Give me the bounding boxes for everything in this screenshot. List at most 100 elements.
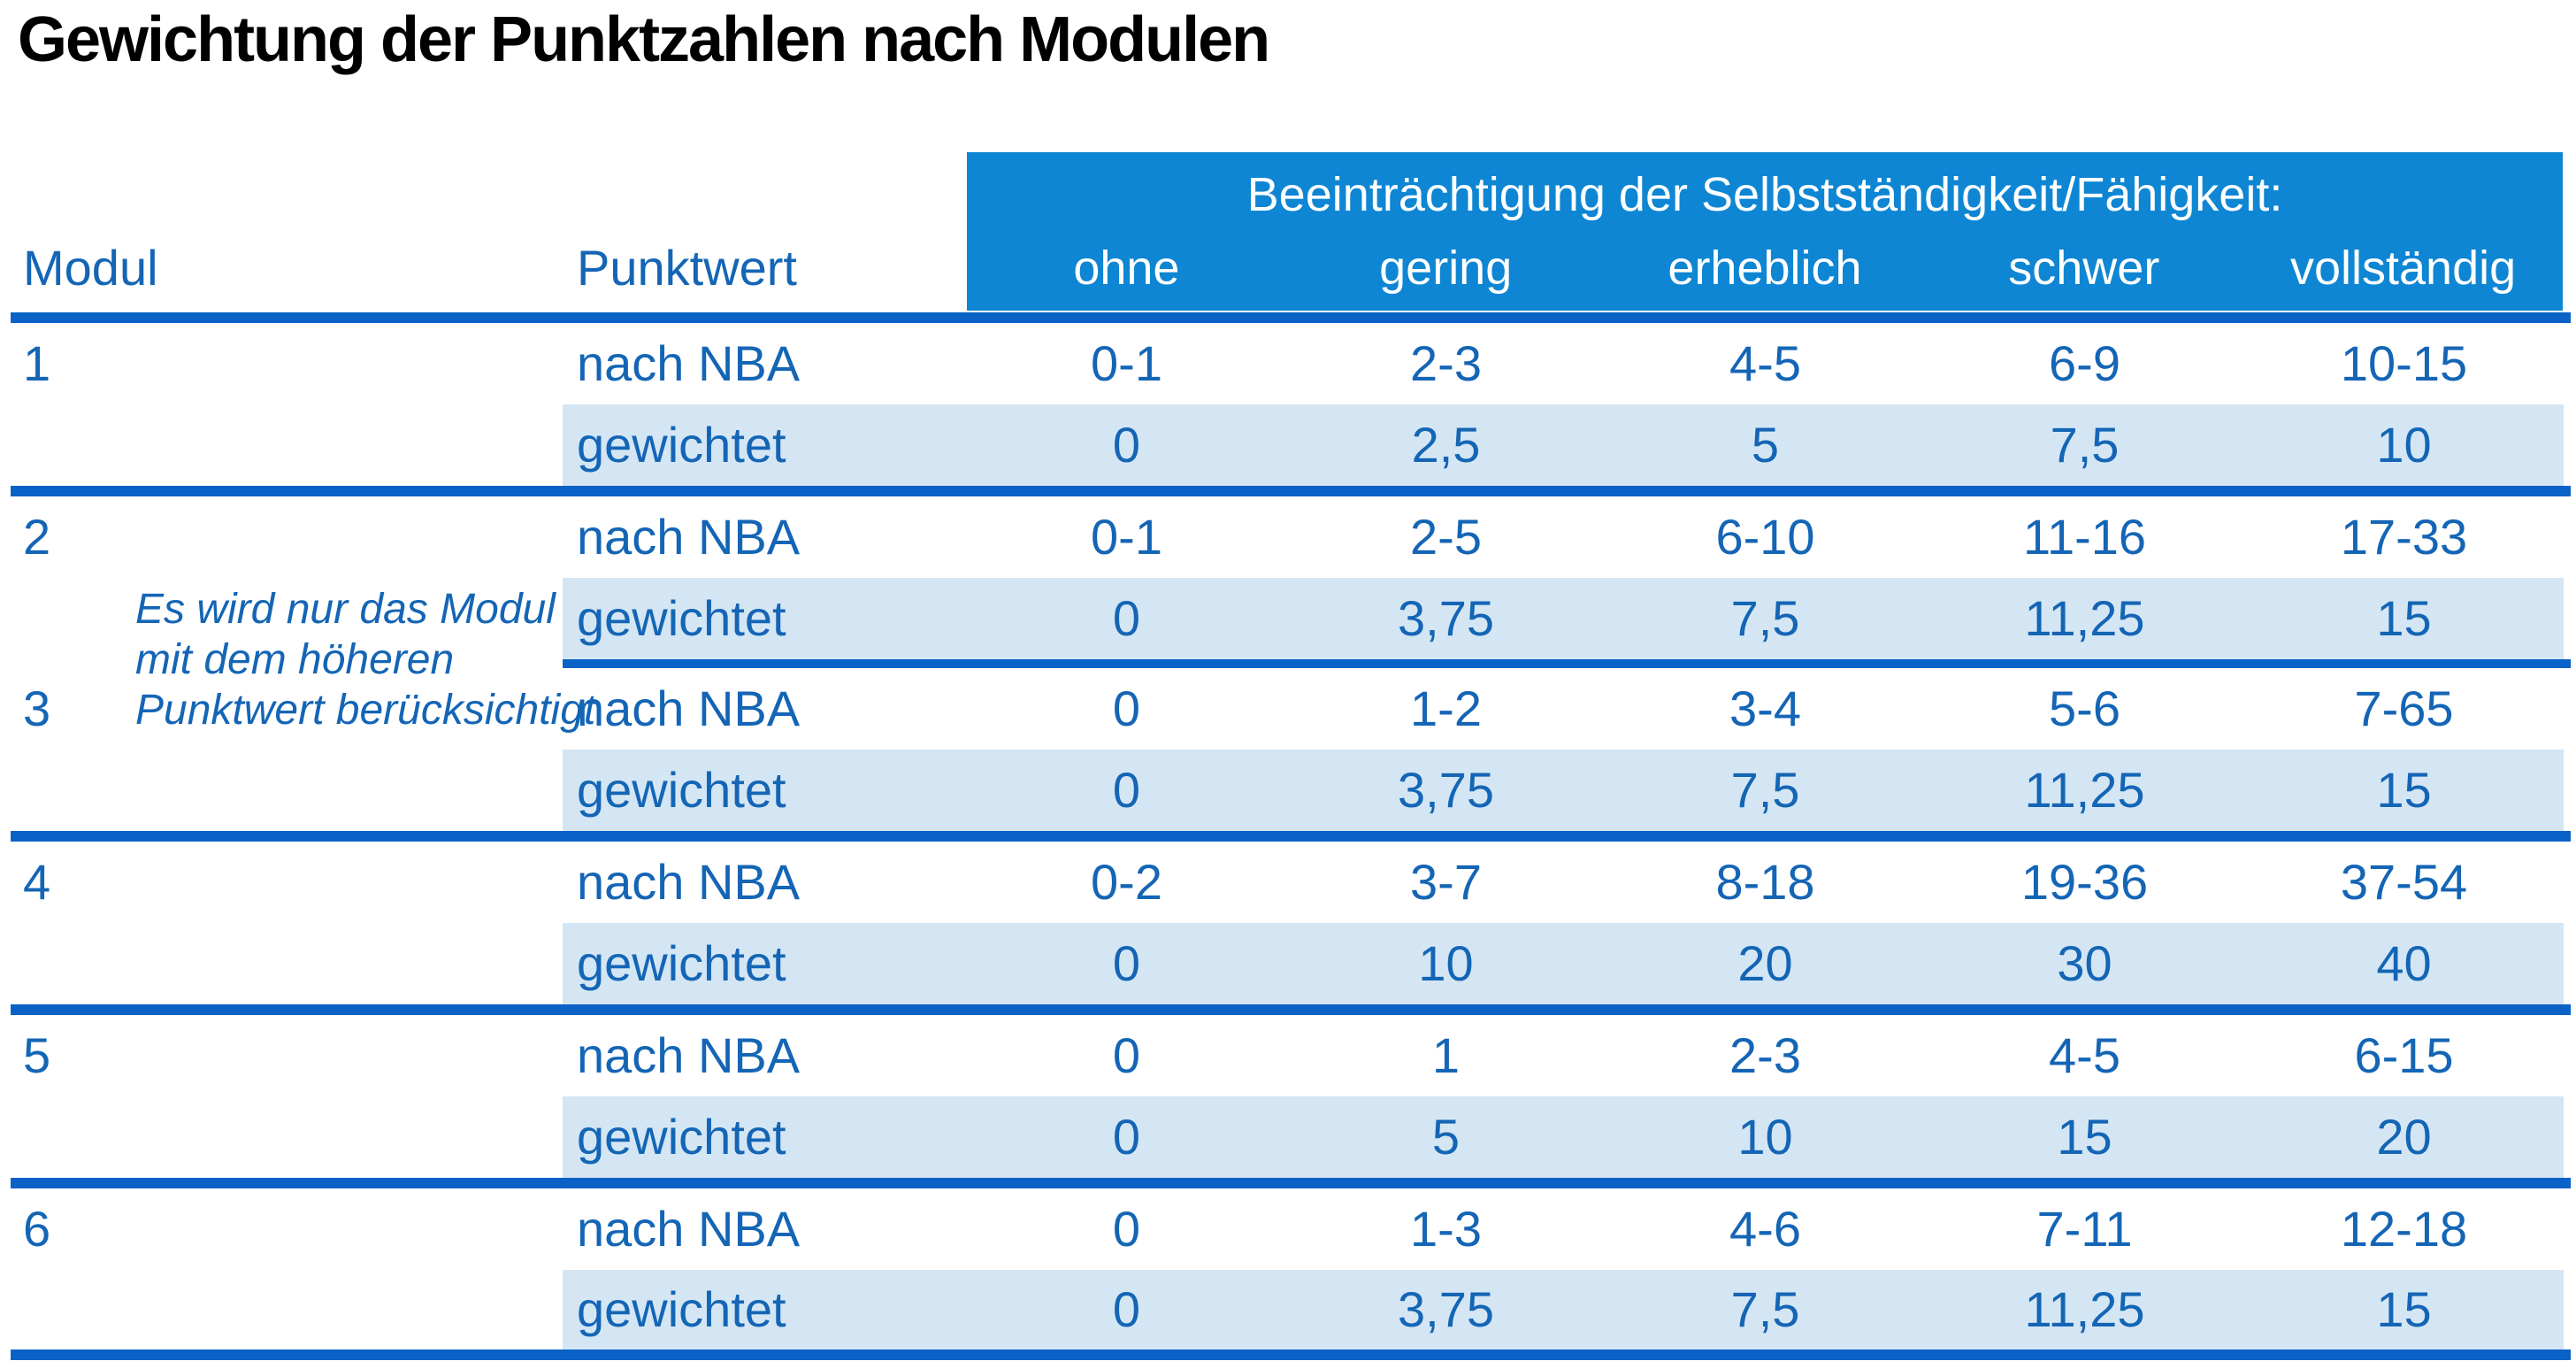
column-header-punktwert: Punktwert xyxy=(577,240,797,296)
value-cell: 15 xyxy=(2057,1109,2112,1165)
table-row-module3-nba: 3 nach NBA 0 1-2 3-4 5-6 7-65 xyxy=(0,668,2576,750)
module-number: 6 xyxy=(23,1201,51,1257)
value-cell: 1-3 xyxy=(1410,1201,1482,1257)
value-cell: 2-3 xyxy=(1729,1027,1801,1083)
value-cell: 6-15 xyxy=(2354,1027,2454,1083)
value-cell: 11,25 xyxy=(2024,590,2145,646)
value-cell: 15 xyxy=(2376,590,2432,646)
value-cell: 3,75 xyxy=(1398,1281,1494,1337)
row-label-weighted: gewichtet xyxy=(577,417,786,473)
value-cell: 12-18 xyxy=(2340,1201,2468,1257)
value-cell: 0-2 xyxy=(1091,854,1162,910)
row-label-nba: nach NBA xyxy=(577,680,801,736)
value-cell: 11,25 xyxy=(2024,1281,2145,1337)
row-label-nba: nach NBA xyxy=(577,509,801,565)
table-row-module2-nba: 2 nach NBA 0-1 2-5 6-10 11-16 17-33 xyxy=(0,496,2576,578)
value-cell: 20 xyxy=(1737,935,1793,991)
value-cell: 6-10 xyxy=(1715,509,1815,565)
module-number: 5 xyxy=(23,1027,51,1083)
value-cell: 0 xyxy=(1112,762,1141,818)
table-row-module4-weighted: gewichtet 0 10 20 30 40 xyxy=(0,923,2576,1004)
value-cell: 2,5 xyxy=(1411,417,1481,473)
separator-module1 xyxy=(11,486,2571,496)
row-highlight xyxy=(563,750,2564,831)
value-cell: 19-36 xyxy=(2020,854,2149,910)
column-header-erheblich: erheblich xyxy=(1668,242,1862,295)
value-cell: 3,75 xyxy=(1398,762,1494,818)
value-cell: 8-18 xyxy=(1715,854,1815,910)
column-header-modul: Modul xyxy=(23,240,158,296)
value-cell: 2-3 xyxy=(1410,335,1482,391)
value-cell: 3,75 xyxy=(1398,590,1494,646)
value-cell: 7,5 xyxy=(1730,762,1800,818)
row-label-nba: nach NBA xyxy=(577,1027,801,1083)
row-label-weighted: gewichtet xyxy=(577,590,786,646)
row-highlight xyxy=(563,1096,2564,1178)
module-number: 3 xyxy=(23,680,51,736)
row-label-weighted: gewichtet xyxy=(577,1109,786,1165)
page-title: Gewichtung der Punktzahlen nach Modulen xyxy=(18,4,1270,75)
value-cell: 0-1 xyxy=(1091,335,1162,391)
value-cell: 0 xyxy=(1112,590,1141,646)
column-header-vollstaendig: vollständig xyxy=(2290,242,2517,295)
separator-module6 xyxy=(11,1349,2571,1360)
module-number: 1 xyxy=(23,335,51,391)
value-cell: 0 xyxy=(1112,417,1141,473)
column-header-gering: gering xyxy=(1379,242,1513,295)
row-highlight xyxy=(563,923,2564,1004)
value-cell: 3-4 xyxy=(1729,680,1801,736)
value-cell: 3-7 xyxy=(1410,854,1482,910)
value-cell: 7,5 xyxy=(1730,590,1800,646)
value-cell: 15 xyxy=(2376,1281,2432,1337)
table-row-module3-weighted: gewichtet 0 3,75 7,5 11,25 15 xyxy=(0,750,2576,831)
value-cell: 40 xyxy=(2376,935,2432,991)
row-label-nba: nach NBA xyxy=(577,854,801,910)
note-line: Punktwert berücksichtigt xyxy=(135,687,596,734)
value-cell: 10 xyxy=(2376,417,2432,473)
separator-header xyxy=(11,312,2571,323)
note-line: Es wird nur das Modul xyxy=(135,586,556,633)
value-cell: 0 xyxy=(1112,1281,1141,1337)
value-cell: 4-6 xyxy=(1729,1201,1801,1257)
separator-module2-partial xyxy=(563,659,2571,668)
table-row-module5-nba: 5 nach NBA 0 1 2-3 4-5 6-15 xyxy=(0,1015,2576,1096)
value-cell: 7-11 xyxy=(2036,1201,2133,1257)
note-line: mit dem höheren xyxy=(135,636,455,683)
row-label-nba: nach NBA xyxy=(577,1201,801,1257)
row-highlight xyxy=(563,404,2564,486)
value-cell: 4-5 xyxy=(2049,1027,2120,1083)
separator-module4 xyxy=(11,1004,2571,1015)
column-header-schwer: schwer xyxy=(2008,242,2160,295)
value-cell: 6-9 xyxy=(2049,335,2120,391)
value-cell: 11-16 xyxy=(2022,509,2147,565)
table-row-module4-nba: 4 nach NBA 0-2 3-7 8-18 19-36 37-54 xyxy=(0,842,2576,923)
severity-header-row: ohne gering erheblich schwer vollständig xyxy=(967,237,2563,299)
separator-module3 xyxy=(11,831,2571,842)
value-cell: 20 xyxy=(2376,1109,2432,1165)
value-cell: 1 xyxy=(1431,1027,1460,1083)
value-cell: 10 xyxy=(1418,935,1474,991)
column-header-ohne: ohne xyxy=(1073,242,1180,295)
row-label-nba: nach NBA xyxy=(577,335,801,391)
value-cell: 7-65 xyxy=(2354,680,2454,736)
row-label-weighted: gewichtet xyxy=(577,935,786,991)
value-cell: 15 xyxy=(2376,762,2432,818)
table-row-module6-weighted: gewichtet 0 3,75 7,5 11,25 15 xyxy=(0,1270,2576,1349)
value-cell: 10 xyxy=(1737,1109,1793,1165)
value-cell: 4-5 xyxy=(1729,335,1801,391)
table-row-module1-weighted: gewichtet 0 2,5 5 7,5 10 xyxy=(0,404,2576,486)
table-row-module2-weighted: gewichtet 0 3,75 7,5 11,25 15 xyxy=(0,578,2576,659)
value-cell: 0 xyxy=(1112,1201,1141,1257)
value-cell: 0 xyxy=(1112,935,1141,991)
separator-module5 xyxy=(11,1178,2571,1188)
impairment-header-label: Beeinträchtigung der Selbstständigkeit/F… xyxy=(1246,168,2283,221)
value-cell: 7,5 xyxy=(1730,1281,1800,1337)
row-highlight xyxy=(563,578,2564,659)
table-row-module5-weighted: gewichtet 0 5 10 15 20 xyxy=(0,1096,2576,1178)
value-cell: 5 xyxy=(1751,417,1780,473)
value-cell: 17-33 xyxy=(2340,509,2468,565)
row-label-weighted: gewichtet xyxy=(577,1281,786,1337)
module2-3-note: Es wird nur das Modul mit dem höheren Pu… xyxy=(135,584,595,735)
module-number: 2 xyxy=(23,509,51,565)
